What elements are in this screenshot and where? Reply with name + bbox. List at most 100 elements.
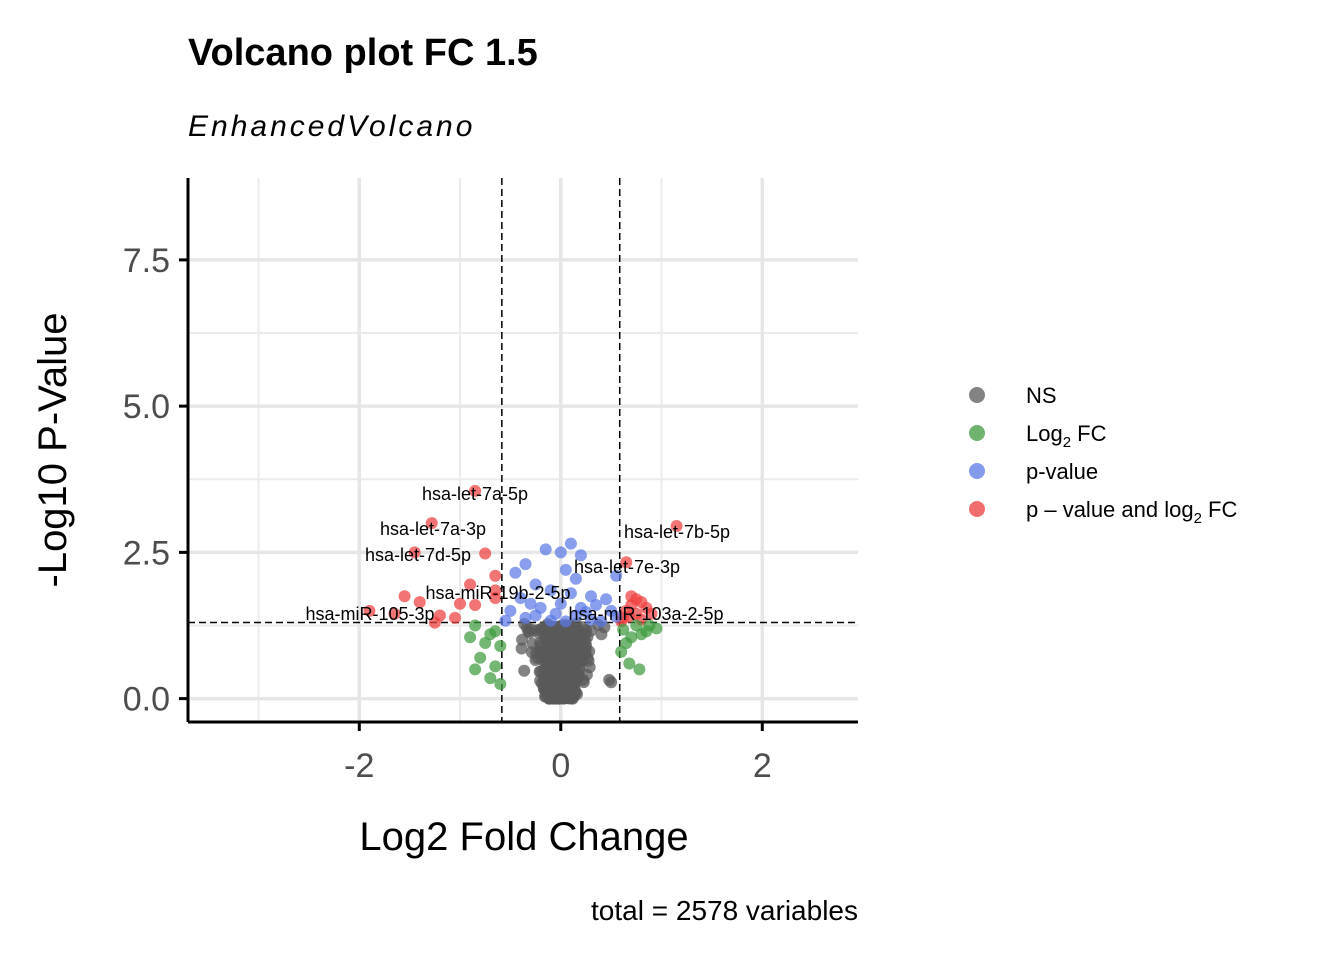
- label-let-7b-5p: hsa-let-7b-5p: [624, 522, 730, 542]
- point-fc-20: [617, 623, 630, 636]
- significant-points: [363, 484, 683, 690]
- legend-label-ns: NS: [1026, 383, 1057, 408]
- point-fc_p-0: [469, 484, 482, 497]
- ns-point: [544, 675, 557, 688]
- point-fc-18: [623, 657, 636, 670]
- ns-point: [518, 664, 531, 677]
- point-p-10: [544, 584, 557, 597]
- point-p-0: [539, 543, 552, 556]
- point-fc_p-16: [428, 616, 441, 629]
- ns-point: [515, 642, 528, 655]
- point-fc_p-9: [454, 597, 466, 610]
- ns-point: [565, 632, 578, 645]
- point-fc_p-1: [425, 517, 438, 530]
- point-fc_p-2: [408, 546, 421, 559]
- point-fc_p-13: [388, 607, 401, 620]
- chart-caption: total = 2578 variables: [591, 895, 858, 926]
- point-p-24: [519, 611, 532, 624]
- point-fc_p-3: [479, 547, 492, 560]
- point-p-12: [585, 590, 597, 603]
- x-tick-label-1: 0: [551, 747, 570, 785]
- label-let-7d-5p: hsa-let-7d-5p: [365, 545, 471, 565]
- x-tick-label-2: 2: [753, 747, 772, 785]
- legend-key-fc_p: [969, 501, 985, 517]
- ns-point: [522, 625, 535, 638]
- label-mir-103a-2-5p: hsa-miR-103a-2-5p: [568, 604, 723, 624]
- point-fc-17: [615, 645, 628, 658]
- point-p-27: [559, 615, 572, 628]
- point-fc_p-26: [645, 607, 658, 620]
- point-fc-10: [489, 660, 502, 673]
- point-fc-15: [635, 628, 648, 641]
- point-fc_p-5: [464, 578, 477, 591]
- point-p-29: [499, 614, 512, 627]
- legend-label-p: p-value: [1026, 459, 1098, 484]
- point-p-31: [529, 609, 542, 622]
- y-tick-label-1: 2.5: [123, 534, 170, 572]
- point-p-3: [574, 549, 587, 562]
- legend-key-ns: [969, 387, 985, 403]
- point-p-7: [569, 572, 582, 585]
- legend-key-p: [969, 463, 985, 479]
- point-p-6: [559, 563, 572, 576]
- point-p-16: [554, 597, 567, 610]
- label-let-7e-3p: hsa-let-7e-3p: [574, 557, 680, 577]
- point-fc-9: [494, 678, 507, 690]
- grid: [188, 178, 858, 722]
- x-tick-label-0: -2: [344, 747, 374, 785]
- point-fc_p-4: [489, 569, 502, 582]
- point-fc-4: [489, 625, 502, 638]
- legend-label-fc_p: p – value and log2 FC: [1026, 497, 1237, 527]
- point-p-11: [564, 587, 577, 600]
- y-axis-title: -Log10 P-Value: [31, 313, 75, 588]
- point-p-13: [514, 592, 527, 604]
- legend-label-fc: Log2 FC: [1026, 421, 1107, 451]
- point-fc-2: [464, 631, 477, 644]
- ns-point: [583, 661, 596, 674]
- point-p-32: [580, 606, 592, 618]
- point-fc-0: [469, 619, 482, 632]
- ns-point: [541, 641, 554, 654]
- point-fc_p-18: [620, 556, 633, 569]
- point-fc-6: [474, 651, 487, 664]
- point-p-14: [600, 593, 613, 606]
- point-fc_p-11: [489, 592, 502, 604]
- point-fc-19: [633, 663, 646, 676]
- label-let-7a-3p: hsa-let-7a-3p: [380, 519, 486, 539]
- point-fc-7: [469, 663, 482, 676]
- ns-points: [515, 617, 618, 705]
- point-p-9: [610, 569, 623, 582]
- x-axis-title: Log2 Fold Change: [359, 815, 688, 859]
- point-fc-11: [630, 619, 643, 632]
- point-p-28: [595, 615, 608, 628]
- point-p-1: [564, 537, 577, 550]
- point-fc_p-8: [413, 596, 426, 609]
- ns-point: [563, 677, 576, 690]
- ns-point: [525, 646, 538, 659]
- ns-point: [580, 623, 593, 636]
- point-fc_p-15: [449, 611, 461, 624]
- ns-point: [516, 633, 529, 646]
- point-fc-21: [643, 619, 656, 632]
- point-p-30: [610, 610, 623, 623]
- point-p-15: [524, 597, 537, 610]
- point-fc_p-17: [670, 520, 683, 532]
- point-labels: hsa-let-7a-5p hsa-let-7a-3p hsa-let-7d-5…: [305, 484, 730, 624]
- ns-point: [543, 627, 556, 640]
- point-p-8: [529, 578, 542, 591]
- y-tick-label-3: 7.5: [123, 242, 170, 280]
- ns-point: [563, 666, 576, 679]
- point-fc_p-12: [363, 604, 376, 617]
- ns-point: [565, 647, 578, 660]
- axes: -2 0 2 0.0 2.5 5.0 7.5: [123, 178, 858, 785]
- point-fc_p-10: [469, 599, 482, 611]
- chart-title: Volcano plot FC 1.5: [188, 32, 538, 74]
- point-p-23: [569, 609, 582, 622]
- label-let-7a-5p: hsa-let-7a-5p: [422, 484, 528, 504]
- point-fc_p-7: [398, 590, 411, 603]
- point-p-2: [554, 546, 567, 559]
- ns-point: [595, 628, 608, 641]
- y-tick-label-0: 0.0: [123, 681, 170, 719]
- point-p-4: [519, 558, 532, 571]
